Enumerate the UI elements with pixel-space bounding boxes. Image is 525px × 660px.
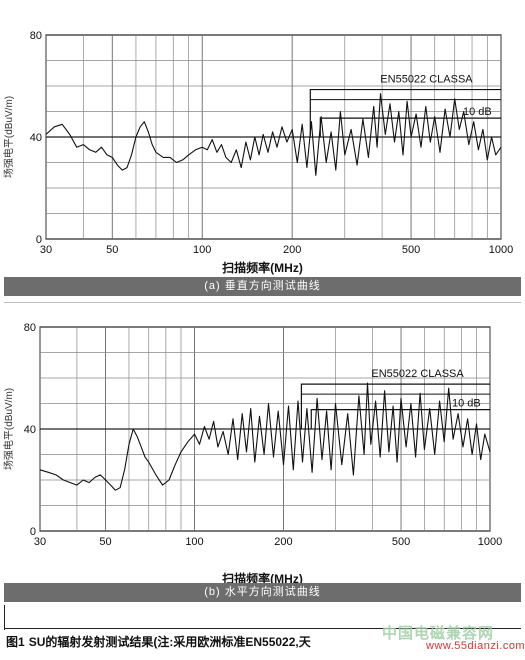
x-tick-label: 30 bbox=[40, 244, 52, 256]
x-tick-label: 50 bbox=[99, 536, 111, 548]
annotation-classa: EN55022 CLASSA bbox=[380, 74, 473, 86]
annotation-10db: 10 dB bbox=[463, 106, 492, 118]
x-tick-label: 1000 bbox=[489, 244, 513, 256]
annotation-classa: EN55022 CLASSA bbox=[371, 368, 464, 380]
chart-b-svg: EN55022 CLASSA 10 dB 30 50 100 200 500 1000 0 40 8… bbox=[2, 322, 502, 548]
limit-line-classa bbox=[309, 88, 501, 137]
x-tick-label: 500 bbox=[392, 536, 410, 548]
chart-a-xlabel: 扫描频率(MHz) bbox=[222, 261, 303, 275]
y-axis-title: 场强电平(dBuV/m) bbox=[2, 96, 15, 178]
series-line bbox=[45, 93, 502, 176]
x-tick-label: 50 bbox=[106, 244, 118, 256]
footer-rule bbox=[4, 628, 521, 629]
y-tick-label: 40 bbox=[24, 424, 36, 436]
y-tick-label: 80 bbox=[24, 322, 36, 334]
limit-line-classa bbox=[300, 383, 490, 429]
y-tick-label: 0 bbox=[36, 234, 42, 246]
x-tick-label: 100 bbox=[185, 536, 203, 548]
x-tick-label: 200 bbox=[283, 244, 301, 256]
series-line bbox=[39, 382, 491, 491]
limit-line-margin bbox=[310, 409, 490, 429]
y-tick-label: 80 bbox=[30, 30, 42, 42]
annotation-10db: 10 dB bbox=[452, 398, 481, 410]
figure-label: 图1 bbox=[6, 635, 25, 649]
plot-a: EN55022 CLASSA 10 dB 30 50 100 200 500 1000 0 40 8… bbox=[0, 0, 525, 282]
y-axis-title: 场强电平(dBuV/m) bbox=[2, 388, 15, 470]
watermark-cn: 中国电磁兼容网 bbox=[382, 625, 495, 642]
chart-b-xlabel: 扫描频率(MHz) bbox=[222, 572, 303, 586]
figure-caption: 图1 SU的辐射发射测试结果(注:采用欧洲标准EN55022,天 bbox=[6, 633, 311, 650]
x-tick-label: 500 bbox=[402, 244, 420, 256]
y-tick-label: 0 bbox=[30, 526, 36, 538]
chart-a-svg: EN55022 CLASSA 10 dB 30 50 100 200 500 1000 0 40 8… bbox=[2, 30, 513, 256]
watermark-url: www.55dianzi.com bbox=[426, 640, 525, 652]
x-tick-label: 1000 bbox=[478, 536, 502, 548]
left-edge-mark bbox=[4, 605, 5, 630]
chart-b-caption: (b) 水平方向测试曲线 bbox=[4, 583, 521, 602]
divider bbox=[4, 302, 521, 303]
x-tick-label: 30 bbox=[34, 536, 46, 548]
chart-a-caption: (a) 垂直方向测试曲线 bbox=[4, 277, 521, 296]
figure-caption-text: SU的辐射发射测试结果(注:采用欧洲标准EN55022,天 bbox=[28, 635, 311, 649]
x-tick-label: 200 bbox=[274, 536, 292, 548]
plot-b: EN55022 CLASSA 10 dB 30 50 100 200 500 1000 0 40 8… bbox=[0, 310, 525, 585]
x-tick-label: 100 bbox=[193, 244, 211, 256]
y-tick-label: 40 bbox=[30, 132, 42, 144]
